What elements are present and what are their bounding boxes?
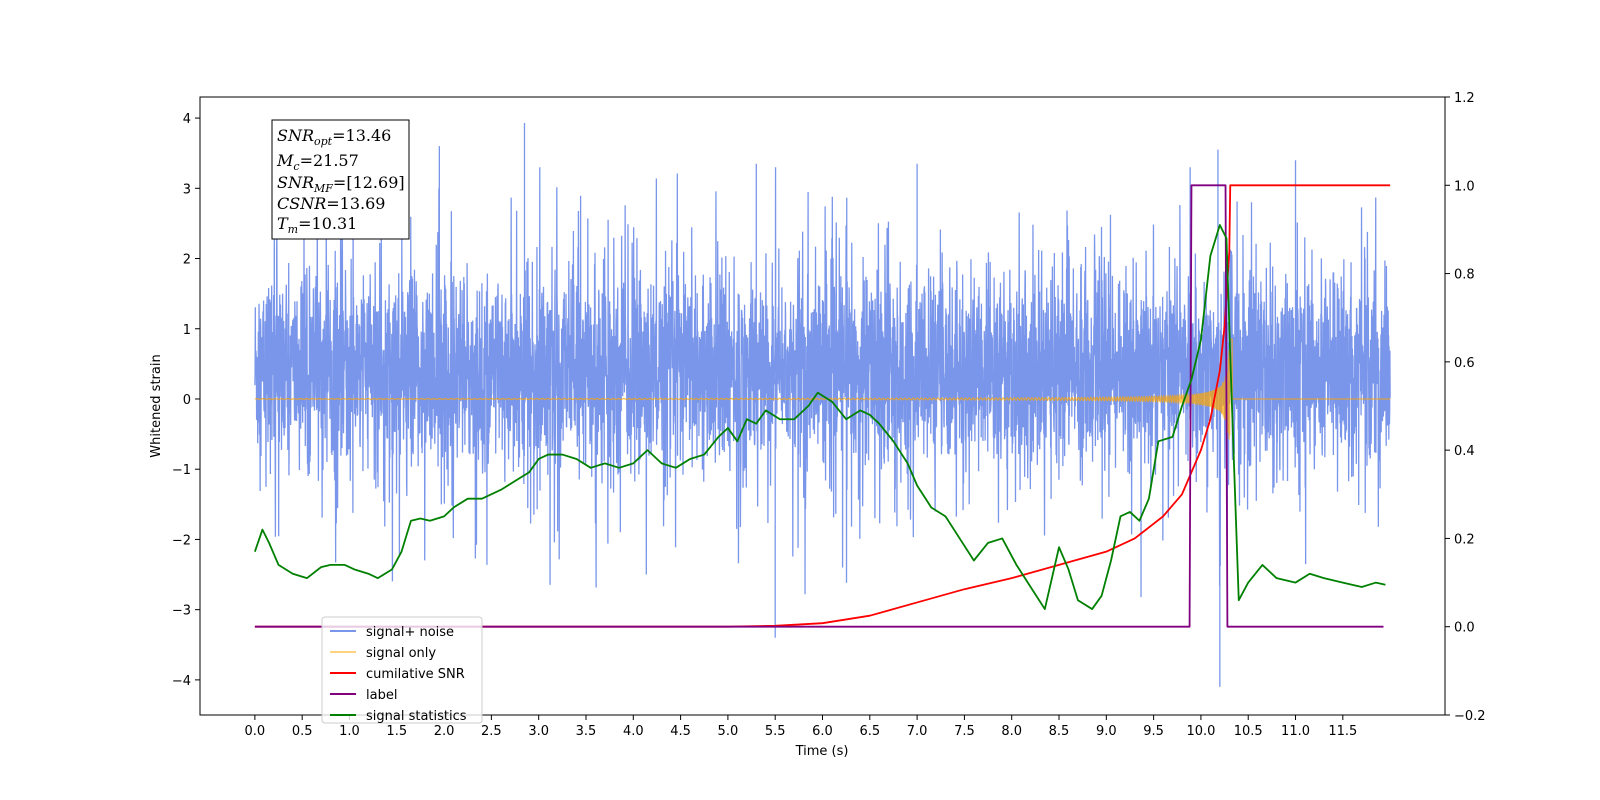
series-signal-noise (254, 122, 1391, 687)
x-tick-label: 7.0 (907, 724, 928, 739)
y-axis-right: 1.2 1.0 0.8 0.6 0.4 0.2 0.0 −0.2 (1445, 91, 1486, 724)
x-tick-label: 10.5 (1234, 724, 1263, 739)
legend: signal+ noise signal only cumilative SNR la… (321, 616, 483, 724)
annotation-csnr: CSNR=13.69 (277, 194, 385, 213)
series-cumulative-snr (254, 184, 1391, 628)
x-tick-label: 2.5 (481, 724, 502, 739)
y-right-tick-label: 0.2 (1454, 532, 1475, 547)
x-tick-label: 8.5 (1049, 724, 1070, 739)
x-tick-label: 0.0 (245, 724, 266, 739)
y-left-tick-label: −2 (172, 533, 191, 548)
x-tick-label: 2.0 (434, 724, 455, 739)
y-right-tick-label: 0.0 (1454, 621, 1475, 636)
y-right-tick-label: 0.6 (1454, 356, 1475, 371)
y-left-tick-label: 3 (183, 182, 191, 197)
x-tick-label: 6.0 (812, 724, 833, 739)
y-left-tick-label: 1 (183, 323, 191, 338)
y-left-tick-label: 4 (183, 112, 191, 127)
series-signal-only (254, 338, 1391, 440)
legend-label: signal+ noise (366, 625, 454, 640)
y-right-tick-label: 0.8 (1454, 268, 1475, 283)
x-tick-label: 7.5 (954, 724, 975, 739)
x-tick-label: 5.5 (765, 724, 786, 739)
y-left-tick-label: −4 (172, 674, 191, 689)
x-tick-label: 4.5 (670, 724, 691, 739)
legend-label: signal only (366, 646, 436, 661)
legend-label: label (366, 688, 397, 703)
x-axis: 0.0 0.5 1.0 1.5 2.0 2.5 3.0 3.5 4.0 4.5 5.0 5.5 6.0 6… (245, 715, 1357, 739)
annotation-snr-mf: SNRMF=[12.69] (277, 173, 405, 195)
annotation-mc: Mc=21.57 (276, 151, 359, 173)
x-tick-label: 1.5 (386, 724, 407, 739)
y-axis-left: 4 3 2 1 0 −1 −2 −3 −4 (172, 112, 200, 689)
x-tick-label: 4.0 (623, 724, 644, 739)
x-tick-label: 0.5 (292, 724, 313, 739)
y-right-tick-label: 0.4 (1454, 444, 1475, 459)
data-layer (254, 122, 1391, 687)
y-right-tick-label: −0.2 (1454, 709, 1486, 724)
x-tick-label: 9.0 (1096, 724, 1117, 739)
x-tick-label: 6.5 (859, 724, 880, 739)
x-tick-label: 10.0 (1186, 724, 1215, 739)
y-left-tick-label: −3 (172, 604, 191, 619)
legend-frame (321, 616, 483, 724)
y-left-tick-label: 0 (183, 393, 191, 408)
y-axis-label: Whitened strain (149, 354, 164, 457)
series-label (254, 184, 1384, 628)
annotation-box-frame (271, 119, 410, 240)
legend-label: cumilative SNR (366, 667, 465, 682)
x-tick-label: 11.0 (1281, 724, 1310, 739)
y-right-tick-label: 1.0 (1454, 179, 1475, 194)
y-left-tick-label: 2 (183, 253, 191, 268)
x-tick-label: 11.5 (1328, 724, 1357, 739)
x-tick-label: 8.0 (1001, 724, 1022, 739)
legend-label: signal statistics (366, 709, 467, 724)
x-tick-label: 5.0 (718, 724, 739, 739)
y-right-tick-label: 1.2 (1454, 91, 1475, 106)
x-tick-label: 1.0 (339, 724, 360, 739)
x-tick-label: 3.5 (576, 724, 597, 739)
y-left-tick-label: −1 (172, 463, 191, 478)
series-signal-statistics (254, 224, 1386, 610)
x-tick-label: 9.5 (1143, 724, 1164, 739)
stats-annotation: SNRopt=13.46 Mc=21.57 SNRMF=[12.69] CSNR… (271, 119, 410, 240)
annotation-snr-opt: SNRopt=13.46 (277, 126, 391, 148)
x-tick-label: 3.0 (528, 724, 549, 739)
x-axis-label: Time (s) (795, 744, 849, 759)
annotation-tm: Tm=10.31 (277, 214, 357, 236)
